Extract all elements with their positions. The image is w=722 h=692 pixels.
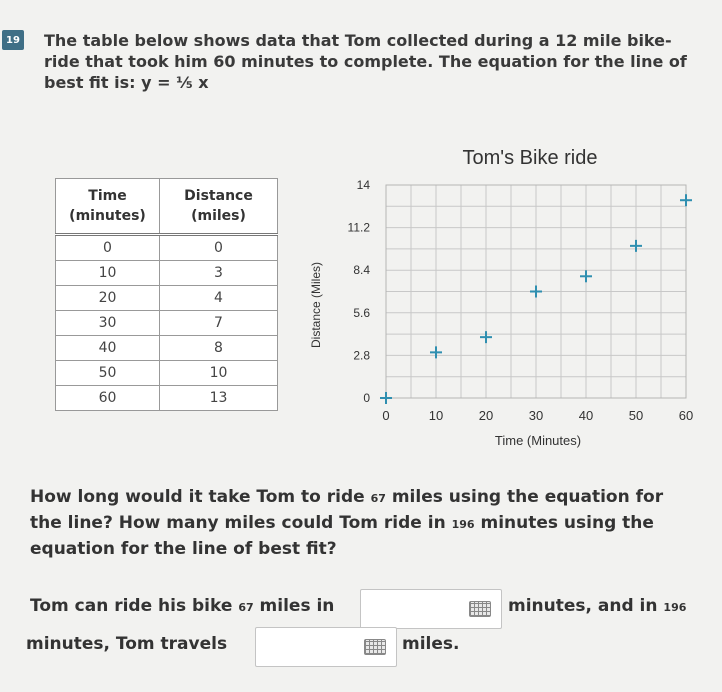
x-tick-label: 40 — [579, 408, 593, 423]
data-point-marker — [430, 346, 442, 359]
table-row: 60 13 — [55, 385, 278, 411]
distance-cell: 0 — [159, 234, 278, 261]
data-point-marker — [530, 285, 542, 298]
answer-line1-mid: miles in — [253, 596, 335, 616]
answer-line2-end: miles. — [402, 634, 460, 654]
answer-line-1: Tom can ride his bike 67 miles in — [30, 596, 334, 616]
table-row: 40 8 — [55, 335, 278, 361]
table-header-time: Time (minutes) — [55, 178, 160, 236]
scatter-chart: Tom's Bike ride Distance (Miles) Time (M… — [309, 147, 694, 448]
minutes-answer-input[interactable] — [360, 589, 502, 629]
keypad-icon[interactable] — [469, 601, 491, 617]
y-tick-label: 0 — [363, 391, 370, 405]
problem-prompt: The table below shows data that Tom coll… — [44, 31, 687, 92]
data-point-marker — [380, 392, 392, 404]
y-tick-label: 14 — [357, 178, 371, 192]
distance-cell: 13 — [159, 385, 278, 411]
time-cell: 0 — [55, 234, 160, 261]
answer-line1-end: minutes, and in — [508, 596, 664, 616]
x-tick-label: 60 — [679, 408, 693, 423]
x-axis-label: Time (Minutes) — [495, 433, 581, 448]
table-row: 50 10 — [55, 360, 278, 386]
time-cell: 20 — [55, 285, 160, 311]
distance-cell: 10 — [159, 360, 278, 386]
x-tick-label: 10 — [429, 408, 443, 423]
question-minutes-value: 196 — [451, 518, 475, 531]
distance-cell: 4 — [159, 285, 278, 311]
y-tick-label: 11.2 — [348, 221, 371, 235]
y-tick-label: 2.8 — [353, 348, 370, 362]
data-point-marker — [580, 270, 592, 283]
x-tick-label: 30 — [529, 408, 543, 423]
y-tick-label: 5.6 — [353, 306, 370, 320]
time-cell: 60 — [55, 385, 160, 411]
miles-answer-input[interactable] — [255, 627, 397, 667]
data-points — [380, 194, 692, 404]
question-part3: minutes using the equation for the line … — [30, 513, 654, 559]
grid — [385, 184, 687, 399]
x-tick-label: 20 — [479, 408, 493, 423]
question-number-badge: 19 — [2, 30, 24, 50]
time-cell: 30 — [55, 310, 160, 336]
chart-title: Tom's Bike ride — [463, 147, 598, 169]
distance-cell: 8 — [159, 335, 278, 361]
table-row: 30 7 — [55, 310, 278, 336]
time-cell: 10 — [55, 260, 160, 286]
distance-cell: 7 — [159, 310, 278, 336]
answer-line2-start: minutes, Tom travels — [26, 634, 228, 654]
table-row: 20 4 — [55, 285, 278, 311]
y-tick-label: 8.4 — [353, 263, 370, 277]
answer-miles-value: 67 — [238, 601, 254, 614]
question-miles-value: 67 — [370, 492, 386, 505]
x-tick-label: 0 — [382, 408, 389, 423]
x-tick-label: 50 — [629, 408, 643, 423]
answer-minutes-value: 196 — [663, 601, 687, 614]
question-text: How long would it take Tom to ride 67 mi… — [30, 485, 700, 562]
answer-line-1-end: minutes, and in 196 — [508, 596, 686, 616]
table-header-distance: Distance (miles) — [159, 178, 278, 236]
distance-cell: 3 — [159, 260, 278, 286]
question-part1: How long would it take Tom to ride — [30, 487, 371, 507]
tick-labels: 0 10 20 30 40 50 60 0 2.8 5.6 8.4 11.2 14 — [348, 178, 694, 423]
keypad-icon[interactable] — [364, 639, 386, 655]
table-row: 10 3 — [55, 260, 278, 286]
data-point-marker — [630, 239, 642, 252]
time-cell: 40 — [55, 335, 160, 361]
answer-line1-start: Tom can ride his bike — [30, 596, 239, 616]
data-point-marker — [680, 194, 692, 207]
data-point-marker — [480, 331, 492, 344]
y-axis-label: Distance (Miles) — [309, 262, 323, 348]
question-part2: miles using the equation for the line? H… — [30, 487, 664, 533]
plot-border — [385, 184, 687, 399]
time-cell: 50 — [55, 360, 160, 386]
